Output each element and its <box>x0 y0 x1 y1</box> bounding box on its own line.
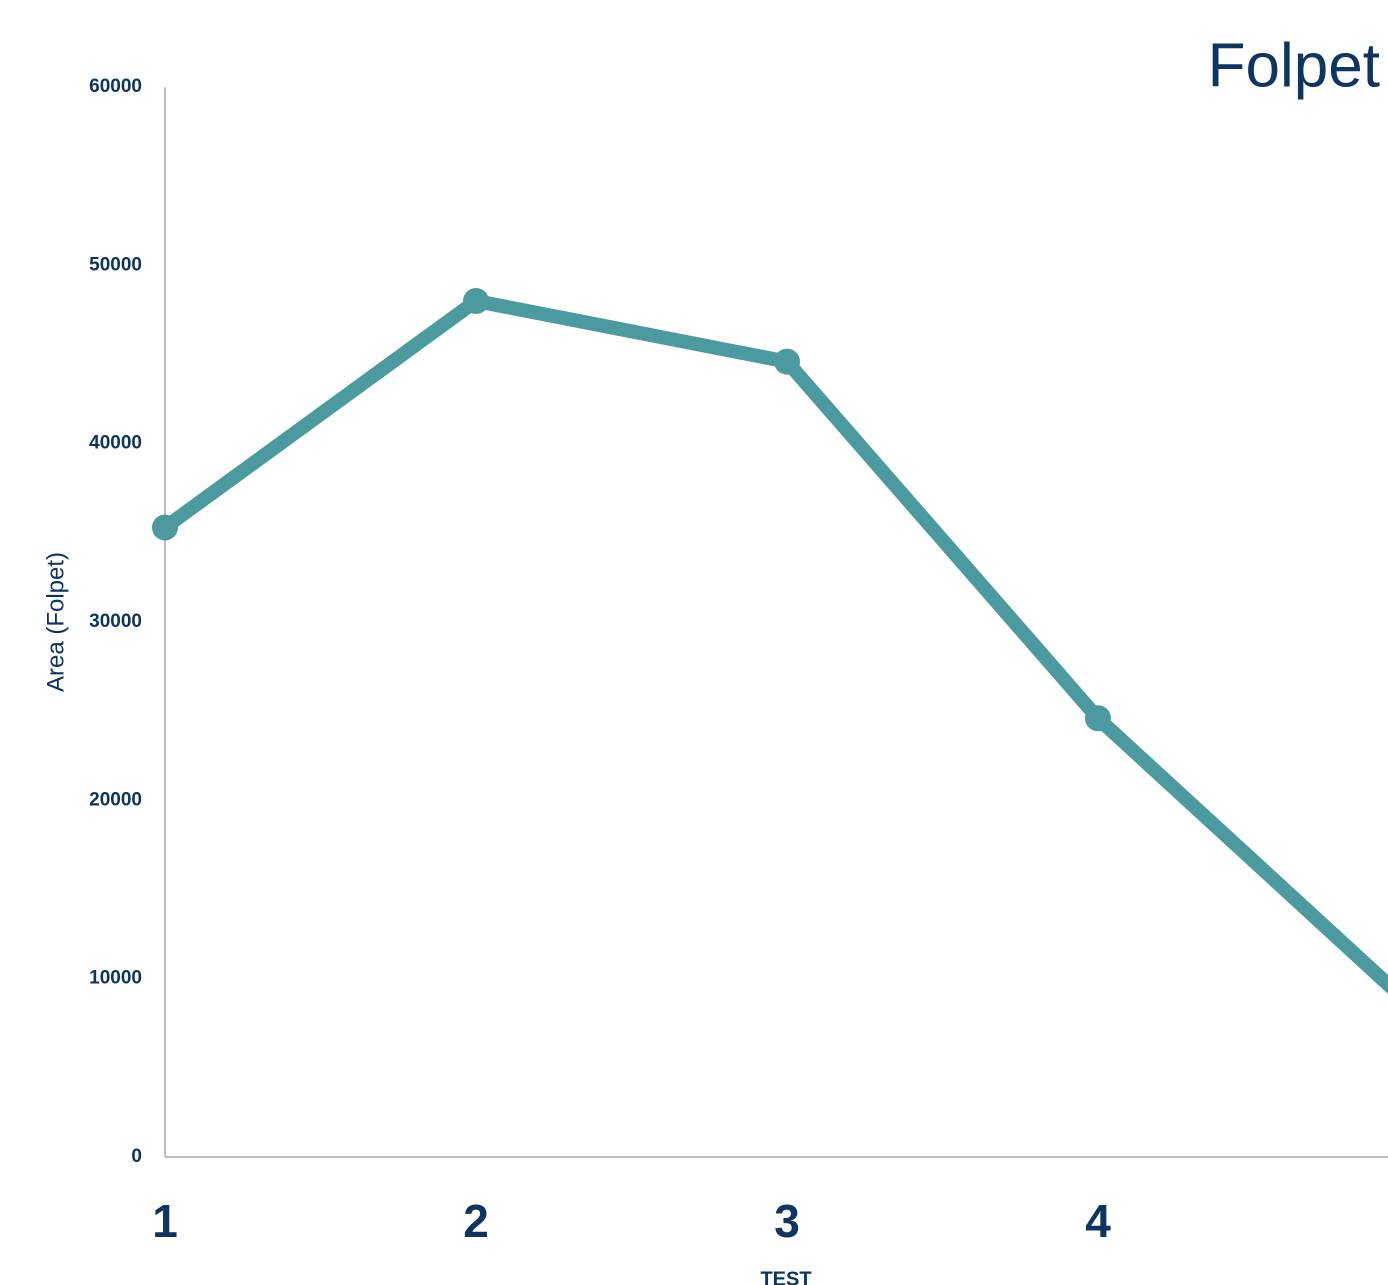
y-tick-label: 0 <box>131 1146 142 1167</box>
marker <box>463 288 489 314</box>
x-tick-label: 1 <box>152 1195 178 1247</box>
y-tick-label: 50000 <box>89 254 142 275</box>
x-tick-label: 3 <box>774 1195 800 1247</box>
y-tick-label: 40000 <box>89 433 142 454</box>
y-tick-label: 10000 <box>89 968 142 989</box>
y-axis-label: Area (Folpet) <box>42 552 69 692</box>
y-tick-label: 30000 <box>89 611 142 632</box>
y-tick-label: 60000 <box>89 76 142 97</box>
x-tick-label: 2 <box>463 1195 489 1247</box>
x-tick-label: 4 <box>1085 1195 1111 1247</box>
marker <box>1085 705 1111 732</box>
marker <box>774 348 800 375</box>
line <box>160 294 1388 994</box>
y-tick-label: 20000 <box>89 789 142 810</box>
chart-title: Folpet <box>1208 31 1380 100</box>
marker <box>152 514 178 541</box>
x-axis-label: TEST <box>760 1268 811 1285</box>
